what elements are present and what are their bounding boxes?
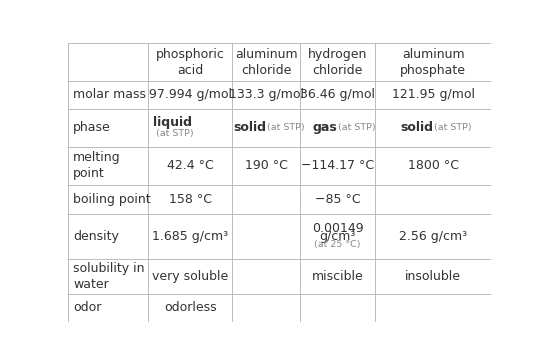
Text: −114.17 °C: −114.17 °C <box>301 159 374 172</box>
Text: phosphoric
acid: phosphoric acid <box>156 47 224 77</box>
Text: 42.4 °C: 42.4 °C <box>167 159 213 172</box>
Text: (at STP): (at STP) <box>267 123 305 132</box>
Text: very soluble: very soluble <box>152 270 228 283</box>
Text: gas: gas <box>313 121 337 134</box>
Text: density: density <box>73 230 119 243</box>
Text: hydrogen
chloride: hydrogen chloride <box>308 47 367 77</box>
Text: odor: odor <box>73 302 102 315</box>
Text: (at STP): (at STP) <box>339 123 376 132</box>
Text: 158 °C: 158 °C <box>169 193 212 206</box>
Text: −85 °C: −85 °C <box>315 193 360 206</box>
Text: 2.56 g/cm³: 2.56 g/cm³ <box>399 230 467 243</box>
Text: molar mass: molar mass <box>73 88 146 101</box>
Text: liquid: liquid <box>153 116 192 129</box>
Text: phase: phase <box>73 121 111 134</box>
Text: g/cm³: g/cm³ <box>319 230 356 243</box>
Text: 0.00149: 0.00149 <box>312 222 364 235</box>
Text: solid: solid <box>233 121 266 134</box>
Text: boiling point: boiling point <box>73 193 151 206</box>
Text: insoluble: insoluble <box>405 270 461 283</box>
Text: odorless: odorless <box>164 302 216 315</box>
Text: 133.3 g/mol: 133.3 g/mol <box>229 88 304 101</box>
Text: 1.685 g/cm³: 1.685 g/cm³ <box>152 230 228 243</box>
Text: 190 °C: 190 °C <box>245 159 288 172</box>
Text: 1800 °C: 1800 °C <box>408 159 459 172</box>
Text: 121.95 g/mol: 121.95 g/mol <box>391 88 474 101</box>
Text: (at STP): (at STP) <box>156 129 194 138</box>
Text: solid: solid <box>400 121 433 134</box>
Text: melting
point: melting point <box>73 151 121 180</box>
Text: 97.994 g/mol: 97.994 g/mol <box>149 88 232 101</box>
Text: miscible: miscible <box>312 270 364 283</box>
Text: (at 25 °C): (at 25 °C) <box>314 240 361 249</box>
Text: solubility in
water: solubility in water <box>73 262 145 291</box>
Text: (at STP): (at STP) <box>434 123 472 132</box>
Text: aluminum
phosphate: aluminum phosphate <box>400 47 466 77</box>
Text: 36.46 g/mol: 36.46 g/mol <box>300 88 375 101</box>
Text: aluminum
chloride: aluminum chloride <box>235 47 298 77</box>
